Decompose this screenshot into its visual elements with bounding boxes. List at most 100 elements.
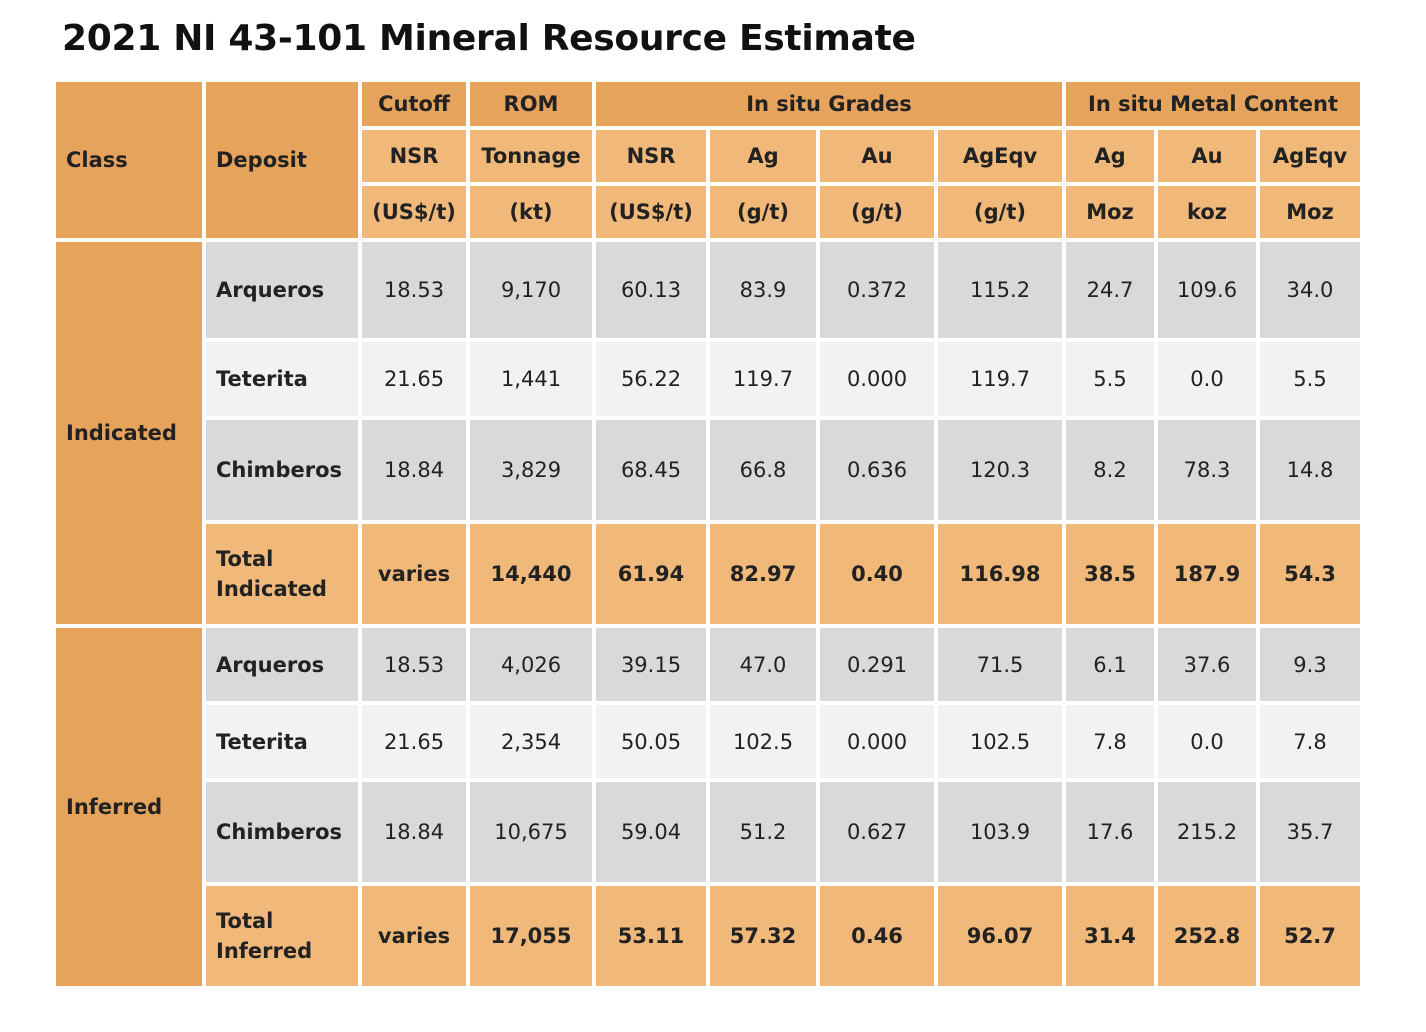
header-col: Tonnage — [470, 130, 592, 182]
header-deposit: Deposit — [206, 82, 358, 238]
table-header: Class Deposit Cutoff ROM In situ Grades … — [56, 82, 1360, 238]
total-cell: 38.5 — [1066, 524, 1154, 624]
value-cell: 5.5 — [1260, 342, 1360, 416]
total-cell: varies — [362, 886, 466, 986]
value-cell: 21.65 — [362, 705, 466, 778]
table-row: Indicated Arqueros 18.53 9,170 60.13 83.… — [56, 242, 1360, 624]
value-cell: 78.3 — [1158, 420, 1256, 520]
header-col: Au — [1158, 130, 1256, 182]
value-cell: 10,675 — [470, 782, 592, 882]
page-title: 2021 NI 43-101 Mineral Resource Estimate — [62, 18, 916, 59]
deposit-cell: Teterita — [206, 342, 358, 416]
total-cell: 116.98 — [938, 524, 1062, 624]
value-cell: 39.15 — [596, 628, 706, 701]
deposit-cell: Chimberos — [206, 782, 358, 882]
value-cell: 103.9 — [938, 782, 1062, 882]
total-row-indicated: Total Indicated varies 14,440 61.94 82.9… — [56, 524, 1360, 624]
value-cell: 34.0 — [1260, 242, 1360, 338]
value-cell: 4,026 — [470, 628, 592, 701]
value-cell: 102.5 — [710, 705, 816, 778]
value-cell: 109.6 — [1158, 242, 1256, 338]
table-body: Indicated Arqueros 18.53 9,170 60.13 83.… — [56, 242, 1360, 986]
value-cell: 83.9 — [710, 242, 816, 338]
value-cell: 0.0 — [1158, 705, 1256, 778]
header-col: Ag — [710, 130, 816, 182]
total-cell: 82.97 — [710, 524, 816, 624]
total-cell: 17,055 — [470, 886, 592, 986]
header-unit: Moz — [1066, 186, 1154, 238]
header-col: NSR — [596, 130, 706, 182]
header-unit: (g/t) — [820, 186, 934, 238]
header-unit: (g/t) — [710, 186, 816, 238]
value-cell: 18.53 — [362, 242, 466, 338]
value-cell: 14.8 — [1260, 420, 1360, 520]
value-cell: 18.53 — [362, 628, 466, 701]
header-col: AgEqv — [938, 130, 1062, 182]
value-cell: 56.22 — [596, 342, 706, 416]
total-cell: 52.7 — [1260, 886, 1360, 986]
value-cell: 51.2 — [710, 782, 816, 882]
total-cell: 0.46 — [820, 886, 934, 986]
header-unit: (US$/t) — [596, 186, 706, 238]
table-row: Teterita 21.65 1,441 56.22 119.7 0.000 1… — [56, 342, 1360, 416]
value-cell: 3,829 — [470, 420, 592, 520]
header-col: Ag — [1066, 130, 1154, 182]
value-cell: 18.84 — [362, 420, 466, 520]
header-unit: koz — [1158, 186, 1256, 238]
header-group-cutoff: Cutoff — [362, 82, 466, 126]
value-cell: 71.5 — [938, 628, 1062, 701]
value-cell: 21.65 — [362, 342, 466, 416]
header-col: Au — [820, 130, 934, 182]
value-cell: 35.7 — [1260, 782, 1360, 882]
value-cell: 1,441 — [470, 342, 592, 416]
value-cell: 0.372 — [820, 242, 934, 338]
value-cell: 50.05 — [596, 705, 706, 778]
deposit-cell: Chimberos — [206, 420, 358, 520]
table-row: Teterita 21.65 2,354 50.05 102.5 0.000 1… — [56, 705, 1360, 778]
value-cell: 102.5 — [938, 705, 1062, 778]
resource-table: Class Deposit Cutoff ROM In situ Grades … — [52, 78, 1364, 990]
value-cell: 9,170 — [470, 242, 592, 338]
value-cell: 0.000 — [820, 705, 934, 778]
total-cell: 187.9 — [1158, 524, 1256, 624]
value-cell: 37.6 — [1158, 628, 1256, 701]
value-cell: 7.8 — [1066, 705, 1154, 778]
total-cell: 252.8 — [1158, 886, 1256, 986]
class-label-indicated: Indicated — [56, 242, 202, 624]
header-row-columns: NSR Tonnage NSR Ag Au AgEqv Ag Au AgEqv — [56, 130, 1360, 182]
header-unit: (kt) — [470, 186, 592, 238]
value-cell: 8.2 — [1066, 420, 1154, 520]
value-cell: 215.2 — [1158, 782, 1256, 882]
table-row: Chimberos 18.84 3,829 68.45 66.8 0.636 1… — [56, 420, 1360, 520]
value-cell: 66.8 — [710, 420, 816, 520]
total-cell: 96.07 — [938, 886, 1062, 986]
header-group-metal: In situ Metal Content — [1066, 82, 1360, 126]
total-cell: 53.11 — [596, 886, 706, 986]
value-cell: 68.45 — [596, 420, 706, 520]
table-row: Chimberos 18.84 10,675 59.04 51.2 0.627 … — [56, 782, 1360, 882]
header-class: Class — [56, 82, 202, 238]
total-cell: 61.94 — [596, 524, 706, 624]
deposit-cell: Teterita — [206, 705, 358, 778]
value-cell: 60.13 — [596, 242, 706, 338]
value-cell: 6.1 — [1066, 628, 1154, 701]
value-cell: 47.0 — [710, 628, 816, 701]
value-cell: 7.8 — [1260, 705, 1360, 778]
class-label-inferred: Inferred — [56, 628, 202, 986]
value-cell: 59.04 — [596, 782, 706, 882]
header-unit: (g/t) — [938, 186, 1062, 238]
value-cell: 119.7 — [710, 342, 816, 416]
header-row-units: (US$/t) (kt) (US$/t) (g/t) (g/t) (g/t) M… — [56, 186, 1360, 238]
value-cell: 18.84 — [362, 782, 466, 882]
value-cell: 5.5 — [1066, 342, 1154, 416]
value-cell: 0.291 — [820, 628, 934, 701]
deposit-cell-total: Total Inferred — [206, 886, 358, 986]
value-cell: 120.3 — [938, 420, 1062, 520]
header-col: NSR — [362, 130, 466, 182]
total-cell: 54.3 — [1260, 524, 1360, 624]
value-cell: 0.0 — [1158, 342, 1256, 416]
deposit-cell-total: Total Indicated — [206, 524, 358, 624]
table-row: Inferred Arqueros 18.53 4,026 39.15 47.0… — [56, 628, 1360, 986]
header-group-rom: ROM — [470, 82, 592, 126]
total-cell: varies — [362, 524, 466, 624]
